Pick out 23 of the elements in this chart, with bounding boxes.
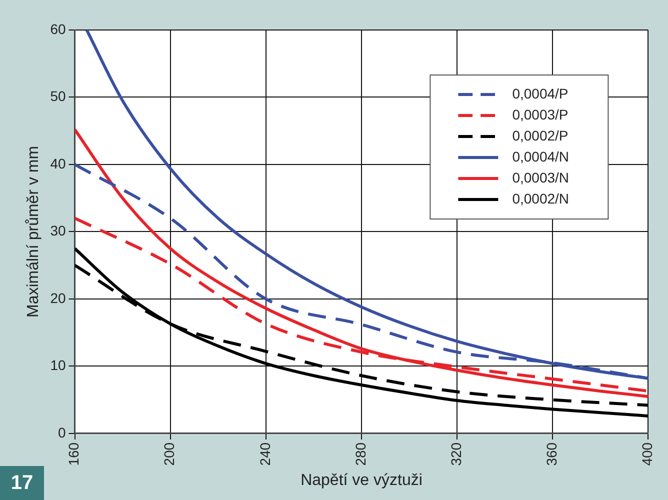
x-tick-label: 160 <box>66 442 82 466</box>
legend-label: 0,0003/P <box>512 106 568 122</box>
y-axis-title: Maximální průměr v mm <box>25 146 42 318</box>
legend-label: 0,0004/P <box>512 85 568 102</box>
legend-label: 0,0003/N <box>512 169 570 186</box>
legend-label: 0,0002/N <box>512 190 570 206</box>
y-tick-label: 30 <box>50 222 66 239</box>
y-tick-label: 50 <box>50 88 66 104</box>
x-tick-label: 280 <box>352 442 368 466</box>
x-axis-title: Napětí ve výztuži <box>300 472 422 489</box>
x-tick-label: 200 <box>161 442 178 466</box>
y-tick-label: 60 <box>50 20 66 37</box>
x-tick-label: 400 <box>639 442 656 466</box>
y-tick-label: 40 <box>50 155 66 172</box>
text: 17 <box>0 466 44 500</box>
x-tick-label: 360 <box>543 442 560 466</box>
y-tick-label: 20 <box>50 290 66 306</box>
y-tick-label: 10 <box>50 357 66 374</box>
x-tick-label: 320 <box>448 442 464 466</box>
legend-label: 0,0002/P <box>512 127 568 144</box>
x-tick-label: 240 <box>256 442 273 466</box>
legend-label: 0,0004/N <box>512 148 570 164</box>
y-tick-label: 0 <box>58 424 66 440</box>
